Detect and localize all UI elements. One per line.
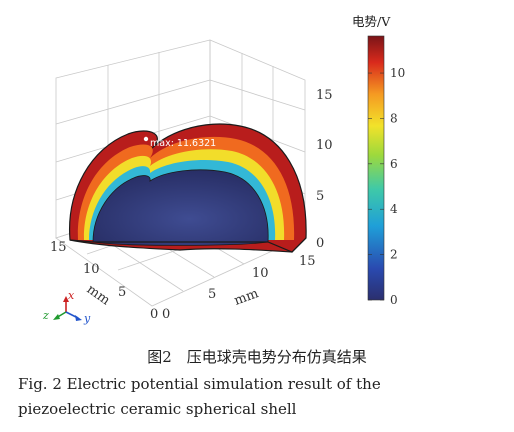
z-axis-ticks: 0 5 10 15 bbox=[316, 88, 333, 251]
colorbar-gradient bbox=[367, 35, 385, 301]
y-tick: 5 bbox=[208, 287, 216, 302]
z-tick: 0 bbox=[316, 236, 324, 251]
z-tick: 15 bbox=[316, 88, 333, 103]
colorbar-ticks: 0 2 4 6 8 10 bbox=[368, 66, 405, 307]
x-axis-ticks: 15 10 5 0 mm bbox=[50, 240, 158, 322]
x-tick: 0 bbox=[150, 307, 158, 322]
y-tick: 10 bbox=[252, 266, 269, 281]
colorbar-tick-label: 10 bbox=[390, 66, 405, 80]
caption-english-line1: Fig. 2 Electric potential simulation res… bbox=[18, 375, 381, 393]
y-tick: 0 bbox=[162, 307, 170, 322]
colorbar-tick-label: 4 bbox=[390, 202, 398, 216]
y-axis-unit: mm bbox=[232, 286, 260, 309]
y-tick: 15 bbox=[299, 254, 316, 269]
colorbar-tick-label: 8 bbox=[390, 111, 398, 125]
x-axis-unit: mm bbox=[84, 282, 113, 308]
colorbar: 电势/V 0 2 4 6 8 10 bbox=[352, 14, 405, 307]
colorbar-tick-label: 2 bbox=[390, 248, 398, 262]
z-tick: 5 bbox=[316, 189, 324, 204]
z-tick: 10 bbox=[316, 138, 333, 153]
max-label: max: 11.6321 bbox=[150, 138, 216, 149]
y-axis-ticks: 0 5 10 15 mm bbox=[162, 254, 316, 322]
colorbar-tick-label: 6 bbox=[390, 157, 398, 171]
x-tick: 10 bbox=[83, 262, 100, 277]
colorbar-tick-label: 0 bbox=[390, 293, 398, 307]
caption-english-line2: piezoelectric ceramic spherical shell bbox=[18, 400, 297, 418]
spherical-shell: max: 11.6321 bbox=[69, 123, 307, 253]
triad-y-label: y bbox=[83, 312, 91, 325]
x-tick: 5 bbox=[118, 285, 126, 300]
shell-inner-face bbox=[92, 169, 269, 246]
x-tick: 15 bbox=[50, 240, 67, 255]
colorbar-title: 电势/V bbox=[352, 14, 391, 29]
triad-x-label: x bbox=[68, 289, 75, 302]
caption-chinese: 图2 压电球壳电势分布仿真结果 bbox=[147, 348, 367, 366]
max-marker bbox=[143, 136, 149, 142]
triad-z-label: z bbox=[42, 309, 49, 322]
axis-triad: x z y bbox=[42, 289, 91, 325]
simulation-figure: max: 11.6321 0 5 10 15 15 10 5 0 mm 0 5 … bbox=[42, 14, 405, 325]
